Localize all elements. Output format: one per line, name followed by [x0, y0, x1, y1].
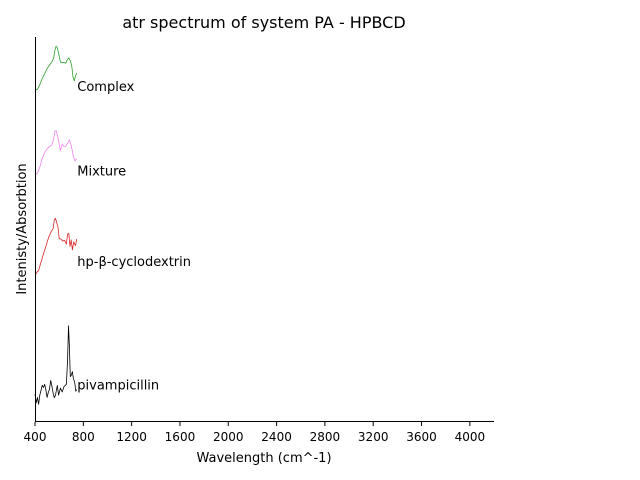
x-tick-label: 2400 — [261, 430, 292, 444]
x-tick-label: 1600 — [165, 430, 196, 444]
x-axis-title: Wavelength (cm^-1) — [196, 451, 331, 466]
x-tick-label: 1200 — [116, 430, 147, 444]
series-line — [34, 45, 78, 91]
x-tick-label: 3600 — [406, 430, 437, 444]
series-label: Complex — [77, 80, 134, 95]
series-line — [34, 217, 78, 276]
plot-area: Complex Mixture hp-β-cyclodextrin pivampici… — [34, 45, 191, 405]
series-label: hp-β-cyclodextrin — [77, 255, 191, 270]
series-label: Mixture — [77, 165, 126, 180]
chart-title: atr spectrum of system PA - HPBCD — [122, 13, 405, 32]
x-tick-label: 2800 — [310, 430, 341, 444]
x-axis-ticks: 400 800 1200 1600 2000 2400 2800 3200 3600 4000 — [24, 422, 486, 444]
y-axis-title: Intenisty/Absorbtion — [15, 163, 30, 294]
x-tick-label: 2000 — [213, 430, 244, 444]
series-line — [34, 325, 78, 405]
x-tick-label: 800 — [72, 430, 95, 444]
x-tick-label: 400 — [24, 430, 47, 444]
x-tick-label: 3200 — [358, 430, 389, 444]
x-tick-label: 4000 — [455, 430, 486, 444]
series-label: pivampicillin — [77, 379, 159, 394]
series-line — [34, 130, 78, 176]
